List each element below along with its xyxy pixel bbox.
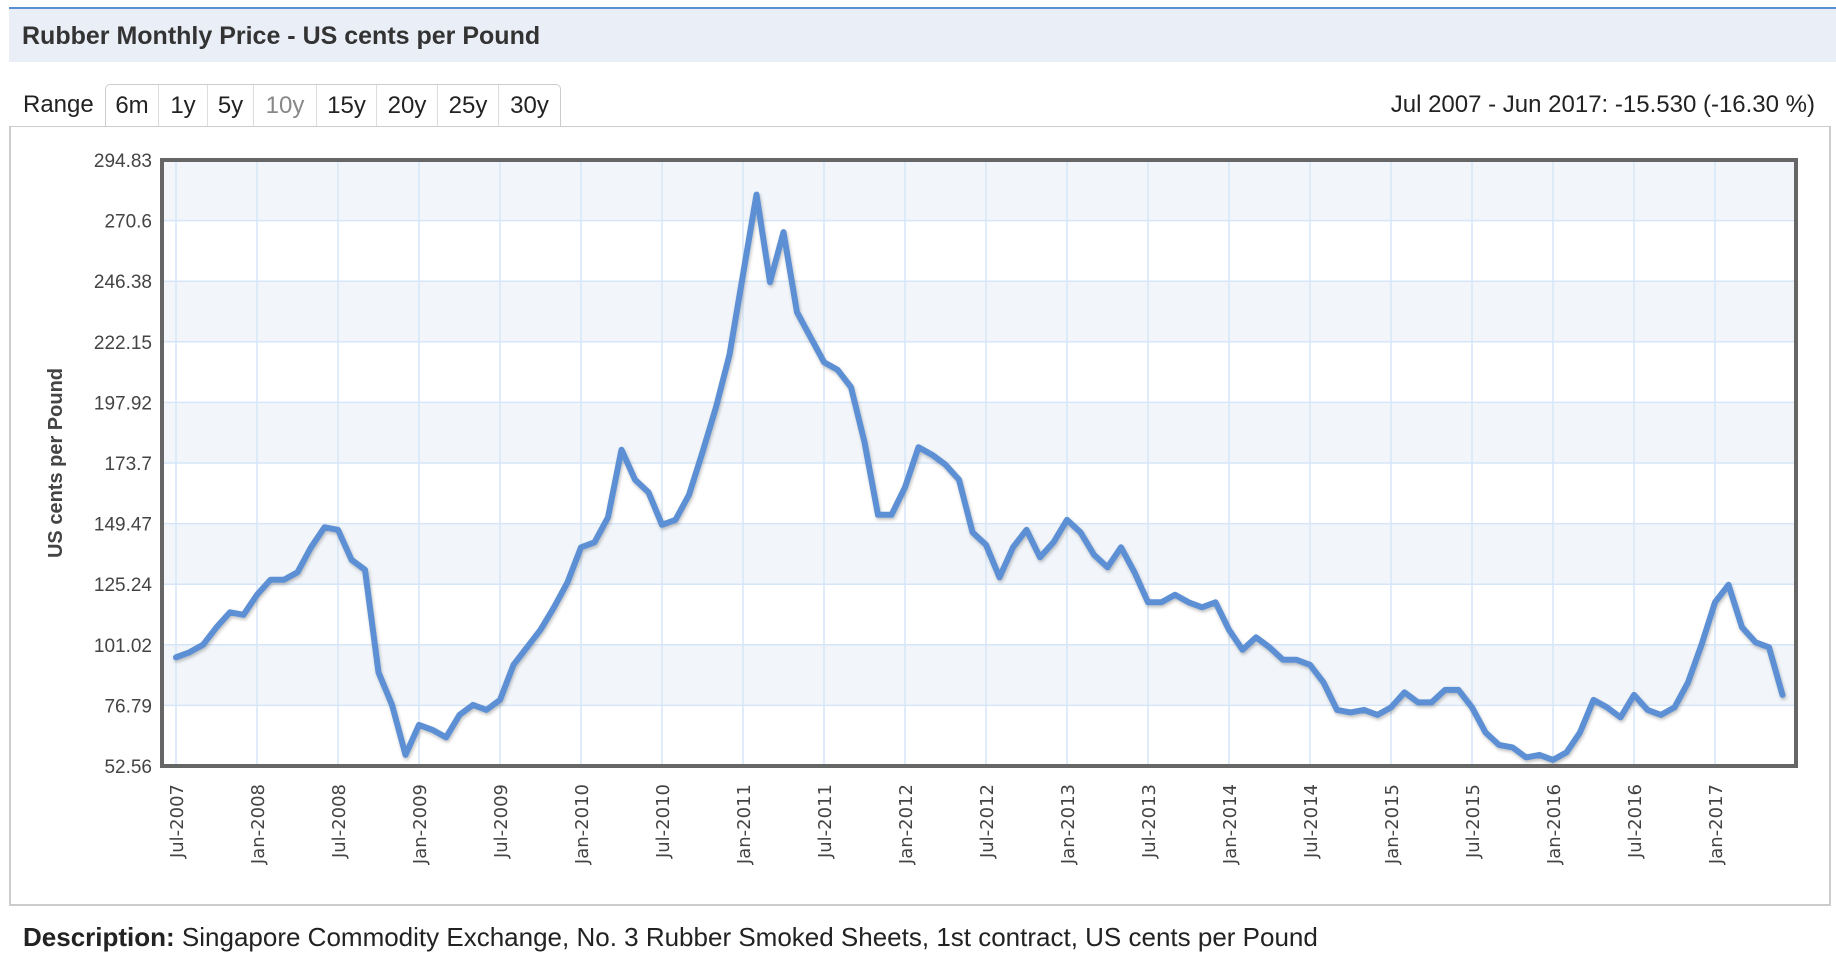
x-tick-label: Jan-2017	[1706, 784, 1727, 865]
plot-band	[162, 402, 1796, 463]
range-button-10y[interactable]: 10y	[254, 85, 317, 126]
plot-band	[162, 644, 1796, 706]
range-button-25y[interactable]: 25y	[438, 85, 499, 126]
x-tick-label: Jul-2009	[491, 784, 512, 859]
range-button-20y[interactable]: 20y	[377, 85, 438, 126]
y-tick-label: 52.56	[104, 757, 152, 778]
description: Description: Singapore Commodity Exchang…	[23, 922, 1318, 953]
header-accent-line	[9, 7, 1836, 9]
x-tick-label: Jan-2015	[1382, 784, 1403, 865]
x-tick-label: Jul-2013	[1139, 784, 1160, 859]
x-tick-label: Jul-2014	[1301, 784, 1322, 859]
x-tick-label: Jul-2010	[653, 784, 674, 859]
range-button-30y[interactable]: 30y	[510, 92, 549, 119]
x-tick-label: Jul-2012	[977, 784, 998, 859]
y-tick-label: 76.79	[104, 696, 152, 717]
x-tick-label: Jan-2014	[1220, 784, 1241, 865]
y-tick-label: 197.92	[94, 393, 152, 414]
x-tick-label: Jan-2011	[734, 784, 755, 865]
description-label: Description:	[23, 922, 175, 952]
plot-band	[162, 281, 1796, 342]
range-button-6m[interactable]: 6m	[106, 85, 159, 126]
plot-border	[160, 158, 1798, 768]
x-tick-label: Jan-2012	[896, 784, 917, 865]
x-tick-label: Jul-2008	[329, 784, 350, 859]
y-tick-label: 270.6	[104, 212, 152, 233]
plot-band	[162, 523, 1796, 585]
plot-band	[162, 160, 1796, 221]
x-tick-label: Jan-2009	[410, 784, 431, 865]
x-tick-label: Jul-2007	[167, 784, 188, 859]
range-change-summary: Jul 2007 - Jun 2017: -15.530 (-16.30 %)	[1390, 91, 1815, 118]
x-tick-label: Jan-2013	[1058, 784, 1079, 865]
series-line-rubber	[173, 191, 1786, 763]
y-tick-label: 101.02	[94, 636, 152, 657]
y-tick-label: 294.83	[94, 151, 152, 172]
x-tick-label: Jul-2016	[1625, 784, 1646, 859]
x-tick-label: Jan-2016	[1544, 784, 1565, 865]
x-tick-label: Jan-2008	[248, 784, 269, 865]
range-button-15y[interactable]: 15y	[317, 85, 377, 126]
y-axis-title: US cents per Pound	[45, 368, 67, 558]
y-tick-label: 125.24	[94, 575, 153, 596]
range-button-5y[interactable]: 5y	[208, 85, 254, 126]
y-tick-label: 149.47	[94, 515, 152, 536]
chart-frame	[9, 126, 1831, 906]
range-label: Range	[23, 91, 94, 118]
x-tick-label: Jul-2015	[1463, 784, 1484, 859]
y-tick-label: 222.15	[94, 333, 152, 354]
y-tick-label: 173.7	[104, 454, 152, 475]
panel-header: Rubber Monthly Price - US cents per Poun…	[9, 9, 1836, 62]
x-tick-label: Jan-2010	[572, 784, 593, 865]
x-tick-label: Jul-2011	[815, 784, 836, 859]
description-text: Singapore Commodity Exchange, No. 3 Rubb…	[174, 922, 1318, 952]
range-button-1y[interactable]: 1y	[159, 85, 208, 126]
range-selector: 6m 1y 5y 10y 15y 20y 25y 30y	[105, 84, 561, 126]
y-tick-label: 246.38	[94, 272, 152, 293]
page-title: Rubber Monthly Price - US cents per Poun…	[22, 22, 541, 50]
